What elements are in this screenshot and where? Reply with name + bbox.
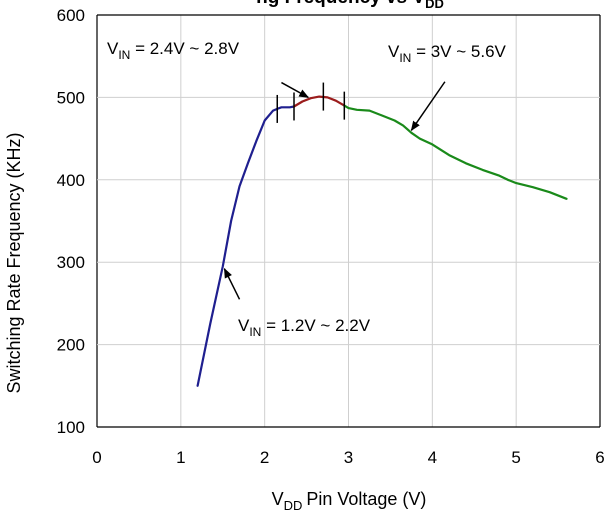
x-tick-label: 3 (344, 448, 353, 467)
y-axis-label: Switching Rate Frequency (KHz) (4, 132, 24, 393)
annotation-text: = 2.4V ~ 2.8V (130, 39, 239, 58)
x-axis-label: VDD Pin Voltage (V) (272, 489, 427, 513)
series-line-1 (196, 105, 296, 387)
annotation-subscript: IN (399, 51, 411, 65)
annotation-prefix: V (107, 39, 119, 58)
y-tick-label: 300 (57, 253, 85, 272)
chart-title-text: ng Frequency vs V (256, 0, 425, 8)
annotation-label: VIN = 2.4V ~ 2.8V (107, 39, 240, 62)
x-tick-label: 1 (176, 448, 185, 467)
grid (96, 14, 601, 428)
annotation-arrow (410, 81, 446, 132)
annotation-label: VIN = 3V ~ 5.6V (388, 42, 507, 65)
x-axis-label-text: Pin Voltage (V) (306, 489, 426, 509)
x-axis-label-subscript: DD (284, 498, 303, 513)
series-line-3 (343, 104, 568, 200)
y-tick-label: 200 (57, 336, 85, 355)
annotation-text: = 3V ~ 5.6V (411, 42, 506, 61)
y-tick-label: 600 (57, 6, 85, 25)
annotation-prefix: V (388, 42, 400, 61)
chart-title-subscript: DD (425, 0, 444, 11)
x-tick-label: 4 (428, 448, 437, 467)
y-tick-label: 500 (57, 88, 85, 107)
annotation-arrow (223, 267, 241, 300)
y-tick-label: 400 (57, 171, 85, 190)
x-tick-label: 5 (511, 448, 520, 467)
x-tick-label: 6 (595, 448, 604, 467)
tick-labels: 0 1 2 3 4 5 6 100 200 300 400 500 600 (57, 6, 605, 467)
series-line-2 (292, 95, 346, 108)
segment-dividers (276, 82, 346, 123)
chart-title: ng Frequency vs VDD (256, 0, 444, 11)
x-tick-label: 0 (92, 448, 101, 467)
annotation-text: = 1.2V ~ 2.2V (261, 316, 370, 335)
annotation-subscript: IN (249, 325, 261, 339)
annotation-arrow (281, 81, 310, 99)
annotation-subscript: IN (118, 48, 130, 62)
x-tick-label: 2 (260, 448, 269, 467)
plot-lines (196, 95, 568, 387)
annotation-prefix: V (238, 316, 250, 335)
x-axis-label-prefix: V (272, 489, 284, 509)
y-tick-label: 100 (57, 418, 85, 437)
annotation-label: VIN = 1.2V ~ 2.2V (238, 316, 371, 339)
